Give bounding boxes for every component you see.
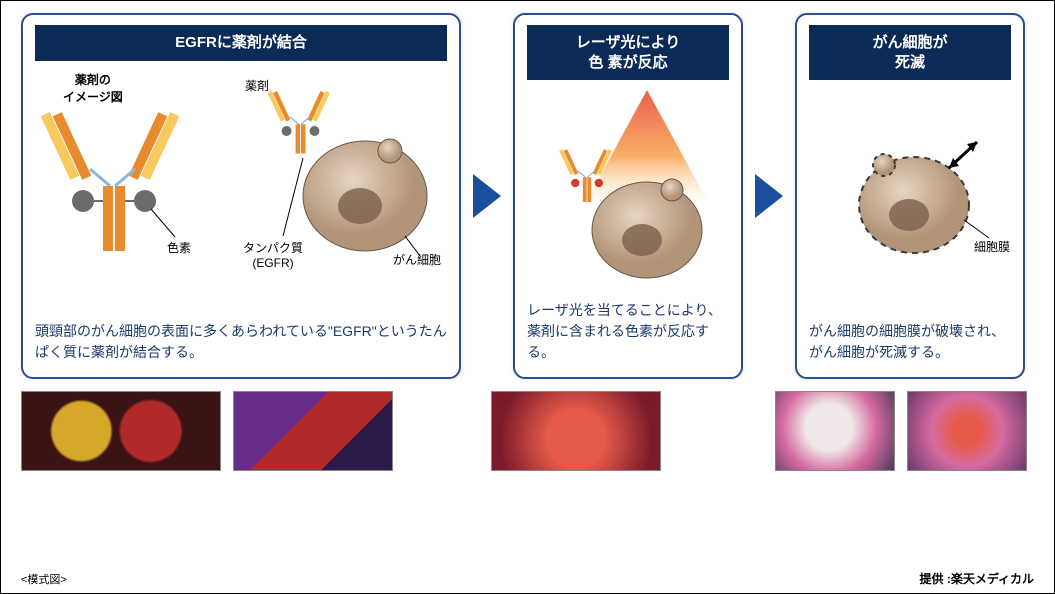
panel1-header: EGFRに薬剤が結合 [35, 25, 447, 61]
thumb-2 [233, 391, 393, 471]
dead-cell-icon [809, 90, 1019, 290]
membrane-label: 細胞膜 [974, 238, 1010, 255]
panel1-desc: 頭頸部のがん細胞の表面に多くあらわれている"EGFR"というたんぱく質に薬剤が結… [35, 321, 447, 363]
thumbnails-row [1, 379, 1054, 471]
panel-egfr-binding: EGFRに薬剤が結合 薬剤の イメージ図 薬剤 [21, 13, 461, 379]
footer-credit: 提供 :楽天メディカル [920, 570, 1035, 587]
dye-label: 色素 [167, 239, 191, 256]
thumb-3 [491, 391, 661, 471]
cancer-cell-label: がん細胞 [393, 251, 441, 268]
thumb-1 [21, 391, 221, 471]
panel3-illustration: 細胞膜 [809, 90, 1011, 311]
panel3-desc: がん細胞の細胞膜が破壊され、がん細胞が死滅する。 [809, 321, 1011, 363]
protein-label: タンパク質 (EGFR) [243, 239, 303, 270]
drug-image-label: 薬剤の イメージ図 [63, 71, 123, 105]
panel2-desc: レーザ光を当てることにより、薬剤に含まれる色素が反応する。 [527, 300, 729, 363]
panel-cell-death: がん細胞が 死滅 細胞膜 [795, 13, 1025, 379]
footer-left-label: <模式図> [21, 571, 67, 587]
laser-cell-icon [527, 90, 737, 290]
panels-row: EGFRに薬剤が結合 薬剤の イメージ図 薬剤 [1, 1, 1054, 379]
thumb-4 [775, 391, 895, 471]
panel3-header: がん細胞が 死滅 [809, 25, 1011, 80]
panel1-illustration: 薬剤の イメージ図 薬剤 [35, 71, 447, 312]
thumb-5 [907, 391, 1027, 471]
arrow-2 [755, 174, 783, 218]
panel2-header: レーザ光により 色 素が反応 [527, 25, 729, 80]
panel2-illustration [527, 90, 729, 290]
arrow-1 [473, 174, 501, 218]
panel-laser-reaction: レーザ光により 色 素が反応 [513, 13, 743, 379]
